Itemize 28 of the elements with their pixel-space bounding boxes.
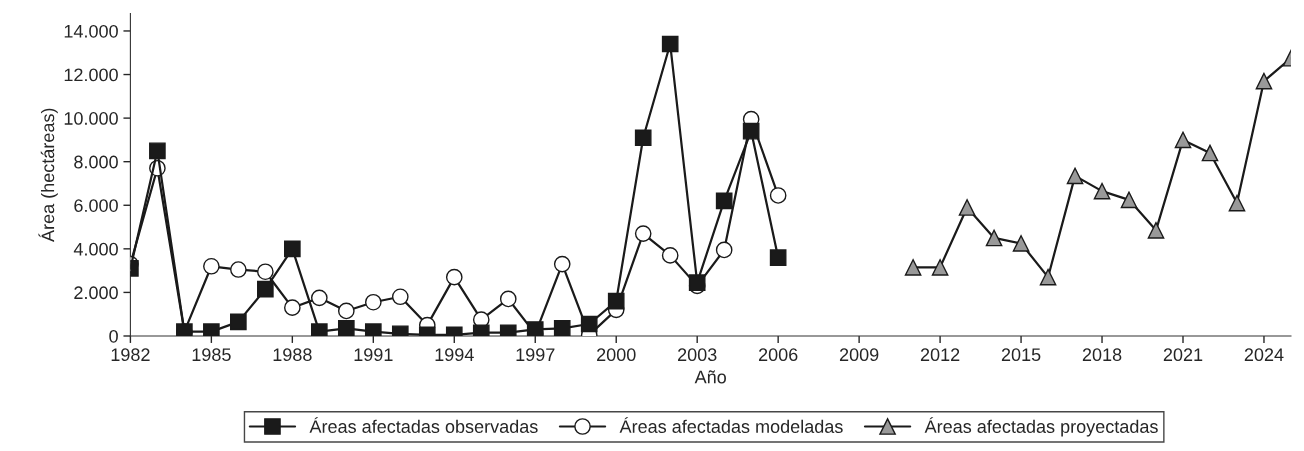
y-tick-label: 14.000 (64, 24, 118, 38)
x-tick-label: 2018 (1082, 348, 1122, 362)
legend-label: Áreas afectadas proyectadas (924, 417, 1158, 437)
y-axis-title: Área (hectáreas) (38, 108, 58, 242)
x-axis-title: Año (694, 370, 726, 384)
x-tick-label: 1988 (273, 348, 312, 362)
x-tick-label: 2015 (1001, 348, 1041, 362)
x-tick-label: 1994 (435, 348, 474, 362)
x-tick-label: 2009 (839, 348, 879, 362)
x-tick-label: 1982 (111, 348, 150, 362)
x-tick-label: 1991 (354, 348, 393, 362)
y-tick-label: 2.000 (74, 286, 118, 300)
legend-label: Áreas afectadas observadas (309, 417, 538, 433)
x-tick-label: 2000 (597, 348, 636, 362)
y-tick-label: 6.000 (74, 199, 118, 212)
y-tick-label: 12.000 (64, 68, 118, 82)
x-tick-label: 2012 (920, 348, 960, 362)
y-tick-label: 10.000 (64, 112, 118, 125)
legend-label: Áreas afectadas modeladas (619, 417, 843, 433)
y-tick-label: 8.000 (74, 155, 118, 169)
y-tick-label: 0 (109, 329, 118, 343)
x-tick-label: 2024 (1244, 348, 1284, 362)
y-tick-label: 4.000 (73, 242, 118, 256)
x-tick-label: 2006 (758, 348, 798, 362)
x-tick-label: 2021 (1163, 348, 1203, 362)
x-tick-label: 2003 (678, 348, 717, 362)
x-tick-label: 1985 (192, 348, 231, 362)
x-tick-label: 1997 (516, 348, 555, 362)
